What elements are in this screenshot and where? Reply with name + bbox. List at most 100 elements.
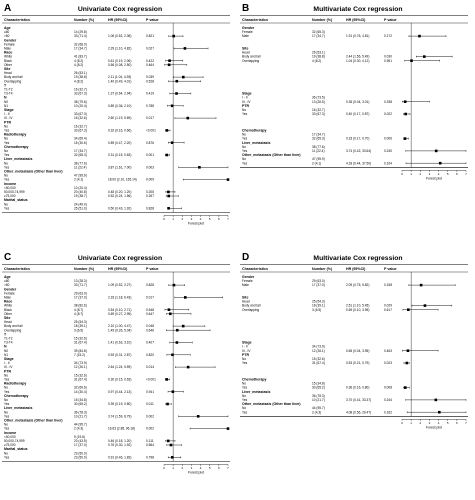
row-p-value: 0.027 (146, 47, 154, 51)
row-number: 41 (83.7) (74, 55, 87, 59)
x-tick-label: 0 (163, 217, 165, 221)
row-label: ≤60 (4, 279, 10, 283)
row-p-value: 0.022 (384, 112, 392, 116)
header-hr: HR (95%CI) (346, 267, 366, 271)
header-characteristics: Characteristics (4, 267, 30, 271)
row-p-value: 0.617 (384, 308, 392, 312)
row-label: N0 (4, 349, 8, 353)
row-heading: Stage (4, 357, 14, 361)
row-label: Yes (242, 361, 248, 365)
row-p-value: 0.104 (384, 161, 392, 165)
row-heading: Liver_metastasis (4, 157, 32, 161)
header-characteristics: Characteristics (242, 18, 268, 22)
x-tick-label: 4 (200, 217, 202, 221)
x-tick-label: 7 (227, 217, 229, 221)
row-heading: Race (4, 300, 12, 304)
row-label: Yes (4, 455, 10, 459)
row-p-value: 0.205 (146, 190, 154, 194)
row-number: 36 (78.3) (74, 410, 87, 414)
header-hr: HR (95%CI) (108, 18, 128, 22)
row-heading: Liver_metastasis (242, 141, 270, 145)
x-tick-label: 5 (209, 217, 211, 221)
row-label: I - II (4, 361, 10, 365)
row-hr: 0.54 (0.10, 2.71) (108, 308, 131, 312)
row-label: >60 (4, 34, 10, 38)
row-label: Yes (4, 378, 10, 382)
row-p-value: 0.941 (146, 390, 154, 394)
row-p-value: 0.820 (146, 353, 154, 357)
x-axis-label: Forest plot (188, 471, 204, 475)
x-tick-label: 2 (181, 466, 183, 470)
row-number: 20 (40.8) (74, 190, 87, 194)
row-p-value: 0.023 (384, 361, 392, 365)
hr-point (165, 129, 169, 132)
row-number: 30 (65.2) (74, 402, 87, 406)
hr-point (166, 439, 170, 443)
x-tick-label: 4 (438, 172, 440, 176)
row-label: Other (4, 63, 13, 67)
row-p-value: 0.002 (146, 414, 154, 418)
row-label: Head (242, 51, 250, 55)
hr-point (407, 308, 410, 311)
row-number: 47 (95.9) (74, 174, 87, 178)
row-number: 2 (4.1) (312, 161, 321, 165)
row-number: 33 (67.3) (74, 92, 87, 96)
row-heading: Other_metastasis (Other than liver) (4, 170, 63, 174)
row-label: Male (242, 34, 249, 38)
row-label: T3-T4 (4, 341, 13, 345)
row-p-value: 0.029 (384, 304, 392, 308)
row-number: 13 (26.5) (312, 100, 325, 104)
row-number: 44 (95.7) (312, 406, 325, 410)
row-heading: Age (4, 26, 11, 30)
row-label: Head (242, 300, 250, 304)
row-p-value: 0.048 (146, 324, 154, 328)
row-number: 38 (77.6) (74, 161, 87, 165)
row-number: 32 (65.3) (74, 153, 87, 157)
row-label: 50,000-74,999 (4, 439, 25, 443)
row-p-value: 0.788 (146, 104, 154, 108)
row-number: 23 (50.0) (74, 455, 87, 459)
hr-point (184, 296, 187, 299)
row-number: 33 (71.7) (74, 283, 87, 287)
x-tick-label: 1 (172, 466, 174, 470)
hr-point (181, 324, 185, 328)
row-heading: T (4, 83, 7, 87)
x-tick-label: 2 (419, 172, 421, 176)
row-label: Female (242, 279, 253, 283)
row-label: No (242, 406, 246, 410)
row-number: 9 (19.6) (74, 435, 85, 439)
row-hr: 0.36 (0.16, 0.80) (346, 386, 369, 390)
row-p-value: 0.876 (146, 141, 154, 145)
hr-point (169, 443, 173, 447)
row-number: 33 (67.3) (74, 112, 87, 116)
row-p-value: 0.464 (146, 63, 154, 67)
row-number: 17 (37.0) (312, 283, 325, 287)
row-heading: Stage (242, 341, 252, 345)
row-number: 32 (69.6) (74, 386, 87, 390)
row-number: 47 (95.9) (312, 157, 325, 161)
x-tick-label: 5 (447, 172, 449, 176)
row-hr: 2.11 (1.04, 4.28) (108, 75, 131, 79)
row-hr: 0.31 (0.15, 0.63) (108, 153, 131, 157)
header-p-value: P value (384, 267, 397, 271)
row-hr: 0.76 (0.30, 1.92) (108, 443, 131, 447)
hr-point (168, 59, 171, 62)
hr-point (165, 153, 169, 157)
row-label: No (242, 382, 246, 386)
row-number: 10 (20.4) (74, 186, 87, 190)
x-tick-label: 7 (227, 466, 229, 470)
row-heading: Liver_metastasis (242, 390, 270, 394)
row-hr: 2.64 (1.24, 5.59) (108, 365, 131, 369)
panel-label-c: C (4, 252, 12, 263)
row-label: White (4, 55, 12, 59)
row-heading: PTR (242, 353, 249, 357)
row-p-value: 0.111 (146, 439, 154, 443)
row-label: ≥75,000 (4, 194, 16, 198)
hr-point (181, 75, 185, 79)
row-label: <50,000 (4, 435, 16, 439)
row-label: No (4, 174, 8, 178)
row-number: 7 (15.2) (74, 353, 85, 357)
header-number: Number (%) (74, 267, 95, 271)
row-number: 10 (21.7) (74, 414, 87, 418)
header-number: Number (%) (312, 267, 333, 271)
